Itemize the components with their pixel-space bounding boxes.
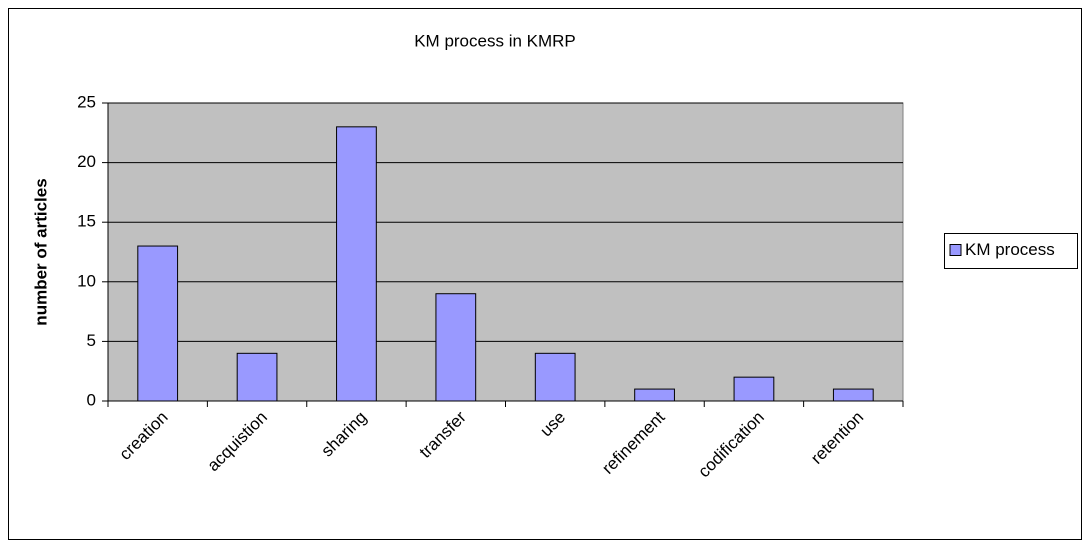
y-axis-label: number of articles xyxy=(31,178,50,325)
plot-area xyxy=(107,102,904,402)
legend-label: KM process xyxy=(965,240,1055,259)
y-tick-label: 15 xyxy=(77,212,96,231)
bar xyxy=(435,293,477,402)
y-tick-label: 0 xyxy=(87,390,96,409)
legend-swatch xyxy=(949,244,962,256)
y-tick-label: 20 xyxy=(77,152,96,171)
bar xyxy=(236,352,278,402)
bar xyxy=(534,352,576,402)
y-tick-label: 5 xyxy=(87,331,96,350)
legend-box xyxy=(944,233,1078,269)
y-tick-label: 10 xyxy=(77,271,96,290)
bar xyxy=(634,388,675,402)
bar xyxy=(832,388,874,402)
bar xyxy=(137,245,179,402)
bar xyxy=(336,126,377,402)
y-tick-label: 25 xyxy=(77,92,96,111)
bar xyxy=(733,376,775,402)
chart-title: KM process in KMRP xyxy=(414,31,576,50)
